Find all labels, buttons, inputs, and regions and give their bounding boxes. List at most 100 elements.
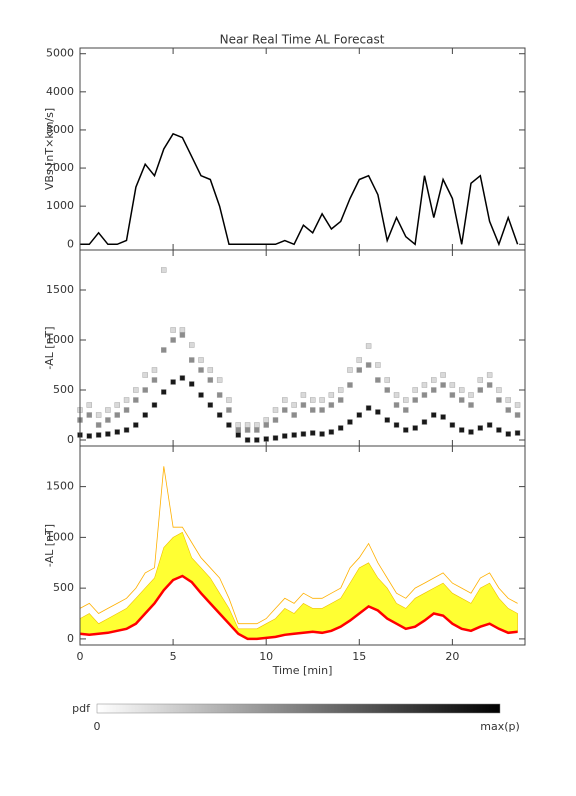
pdf-cell [291,402,297,408]
max-line [79,466,518,625]
pdf-cell [365,362,372,368]
pdf-cell [310,407,316,413]
y-axis-label: VBs [nT×km/s] [43,108,56,190]
pdf-cell [421,382,428,388]
pdf-cell [431,412,437,418]
pdf-cell [133,387,139,393]
pdf-cell [151,367,158,373]
pdf-cell [105,407,111,413]
pdf-cell [375,409,381,415]
pdf-cell [412,397,418,403]
y-tick-label: 1000 [46,333,74,346]
pdf-cell [272,435,279,441]
pdf-cell [440,382,446,388]
y-tick-label: 1500 [46,480,74,493]
pdf-cell [328,392,335,398]
pdf-cell [486,382,493,388]
pdf-cell [337,387,344,393]
pdf-cell [179,332,186,338]
pdf-cell [347,367,353,373]
pdf-cell [365,405,372,411]
pdf-cell [189,357,195,363]
y-tick-label: 1500 [46,283,74,296]
pdf-cell [514,430,521,436]
y-tick-label: 3000 [46,123,74,136]
pdf-cell [179,375,186,381]
pdf-cell [440,414,446,420]
pdf-cell [421,419,428,425]
x-tick-label: 10 [259,650,273,663]
y-tick-label: 5000 [46,47,74,60]
pdf-cell [496,387,502,393]
pdf-cell [151,402,158,408]
pdf-cell [263,436,269,442]
pdf-cell [440,372,446,378]
pdf-cell [347,382,353,388]
pdf-cell [254,427,260,433]
pdf-cell [216,377,223,383]
pdf-cell [291,412,297,418]
pdf-cell [123,397,130,403]
pdf-cell [412,425,418,431]
pdf-cell [496,397,502,403]
pdf-cell [114,402,120,408]
y-tick-label: 4000 [46,85,74,98]
vbs-line [80,132,519,247]
pdf-cell [151,377,158,383]
pdf-cell [356,412,362,418]
pdf-cell [198,357,204,363]
pdf-cell [468,402,474,408]
pdf-cell [319,407,325,413]
pdf-cell [133,422,139,428]
pdf-cell [449,382,456,388]
colorbar-label: pdf [72,702,91,715]
pdf-cell [393,422,400,428]
x-tick-label: 5 [170,650,177,663]
pdf-cell [161,347,167,353]
pdf-cell [393,392,400,398]
pdf-cell [300,392,307,398]
y-tick-label: 2000 [46,161,74,174]
pdf-cell [505,431,511,437]
pdf-cell [477,387,484,393]
median-line [79,574,518,641]
pdf-cell [384,387,390,393]
pdf-cell [95,422,102,428]
pdf-cell [86,402,93,408]
pdf-cell [356,367,362,373]
y-tick-label: 1000 [46,530,74,543]
pdf-cell [123,407,130,413]
y-axis-label: -AL [nT] [43,524,56,567]
pdf-cell [449,422,456,428]
pdf-cell [412,387,418,393]
plot-frame [79,47,526,251]
pdf-cell [170,337,176,343]
pdf-cell [514,402,521,408]
pdf-cell [310,397,316,403]
pdf-cell [403,407,409,413]
x-tick-label: 20 [445,650,459,663]
pdf-cell [254,437,260,443]
x-tick-label: 15 [352,650,366,663]
pdf-cell [282,397,288,403]
y-tick-label: 500 [53,581,74,594]
pdf-cell [244,427,251,433]
pdf-cell [421,392,428,398]
pdf-cell [449,392,456,398]
pdf-cell [170,327,176,333]
pdf-cell [198,392,204,398]
pdf-cell [142,372,148,378]
pdf-cell [505,407,511,413]
pdf-cell [272,417,279,423]
pdf-cell [468,429,474,435]
pdf-cell [337,425,344,431]
pdf-cell [235,432,241,438]
pdf-cell [282,433,288,439]
y-tick-label: 0 [67,237,74,250]
pdf-cell [161,267,167,273]
pdf-cell [133,397,139,403]
pdf-cell [235,427,241,433]
pdf-cell [458,427,465,433]
y-tick-label: 1000 [46,199,74,212]
pdf-cell [114,429,120,435]
